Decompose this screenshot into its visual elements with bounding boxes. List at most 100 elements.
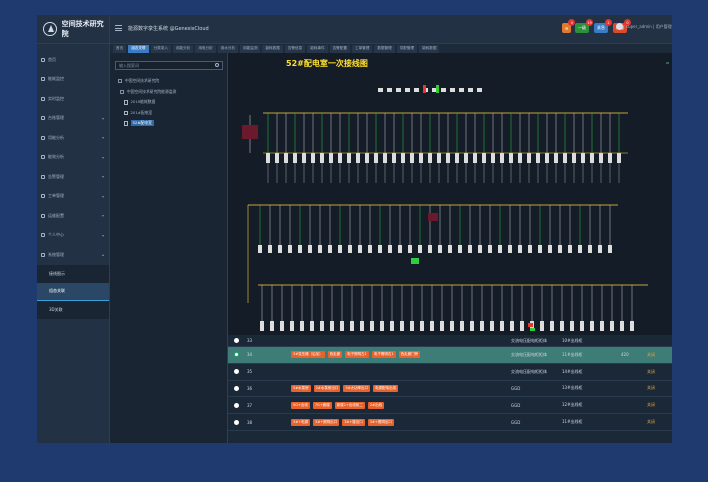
- table-row[interactable]: 37 5G+出线 7G+套楼 新楼1+出线柜二 2#出线 GGD 12#出线柜 关闭: [228, 397, 672, 415]
- device-box: [338, 153, 342, 163]
- sidebar-item-label: 首页: [48, 56, 56, 62]
- device-box: [488, 245, 492, 253]
- tree-node[interactable]: 中国空间技术研究院能源监测: [110, 87, 227, 98]
- row-c4: 关闭: [647, 402, 655, 408]
- sidebar-subitem[interactable]: 接线图示: [37, 264, 109, 283]
- device-box: [401, 153, 405, 163]
- tab-14[interactable]: 能耗数据: [419, 44, 440, 53]
- row-c1: 交流电压配电柜柜体: [511, 351, 547, 357]
- tab-2[interactable]: 分类录入: [150, 44, 171, 53]
- row-radio[interactable]: [234, 402, 239, 408]
- device-box: [473, 153, 477, 163]
- tab-6[interactable]: 用能监测: [240, 44, 261, 53]
- table-row[interactable]: 35 交流电压配电柜柜体 14#出线柜 关闭: [228, 364, 672, 381]
- tree-search-input[interactable]: 输入搜索词: [115, 61, 223, 70]
- table-row[interactable]: 36 5#水泵房 2#水泵房出口 3#大功率出口 电源配电出线 GGD 13#出线柜 关闭: [228, 381, 672, 398]
- table-row[interactable]: 33 交流电压配电柜柜体 10#出线柜: [228, 335, 672, 347]
- user-menu[interactable]: super_admin | 用户管理: [616, 23, 672, 30]
- sidebar-item-icon: [41, 116, 45, 121]
- device-box: [527, 153, 531, 163]
- device-box: [480, 321, 484, 331]
- sidebar-subitem[interactable]: 组态关联: [37, 282, 109, 301]
- sidebar-item-icon: [41, 213, 45, 218]
- sidebar-item-label: 能耗监控: [48, 76, 64, 82]
- row-radio[interactable]: [234, 338, 239, 343]
- row-tags: 3#+电源 3#+照明出口 3#+楼出口 3#+照明出口: [291, 418, 397, 426]
- device-box: [358, 245, 362, 253]
- chevron-down-icon: ▾: [101, 213, 104, 218]
- sidebar-item[interactable]: 台账管理 ▾: [37, 109, 109, 129]
- file-icon: [124, 121, 128, 126]
- row-radio[interactable]: [234, 369, 239, 375]
- sidebar-item[interactable]: 告警管理 ▾: [37, 167, 109, 187]
- row-radio[interactable]: [234, 419, 239, 425]
- tab-12[interactable]: 数据管理: [374, 44, 395, 53]
- tab-1[interactable]: 组态关联: [128, 44, 149, 53]
- row-tag: 新楼1+出线柜二: [334, 401, 365, 409]
- device-box: [608, 153, 612, 163]
- sidebar-item[interactable]: 实时监控: [37, 89, 109, 109]
- sidebar-subitem[interactable]: 3D关联: [37, 300, 109, 319]
- tree-node-label: 中国空间技术研究院能源监测: [127, 88, 177, 94]
- avatar: [616, 23, 623, 30]
- device-box: [548, 245, 552, 253]
- sidebar-item[interactable]: 运维配置 ▾: [37, 206, 109, 226]
- tree-node[interactable]: 201#配电室: [110, 108, 227, 119]
- device-box: [396, 88, 401, 92]
- tree-node[interactable]: 2019能耗数据: [110, 97, 227, 108]
- sidebar-item[interactable]: 系统管理 ▴: [37, 245, 109, 265]
- tab-3[interactable]: 用能分析: [172, 44, 194, 53]
- device-box: [508, 245, 512, 253]
- device-box: [378, 245, 382, 253]
- tab-0[interactable]: 首页: [113, 44, 127, 53]
- row-radio[interactable]: [234, 385, 239, 391]
- alert-badge[interactable]: ✉ 0: [562, 19, 576, 33]
- sidebar-item[interactable]: 能耗监控: [37, 70, 109, 90]
- diagram-title: 52#配电室一次接线图: [286, 59, 368, 68]
- row-radio[interactable]: [234, 352, 239, 358]
- device-box: [588, 245, 592, 253]
- device-box: [518, 153, 522, 163]
- device-box: [320, 153, 324, 163]
- row-tag: 西走廊: [327, 351, 343, 359]
- alert-badge[interactable]: 紧急 2: [594, 19, 612, 33]
- sidebar-nav: 首页能耗监控实时监控 台账管理 ▾ 用能分析 ▾ 能效分析 ▾ 告警管理 ▾ 工单管理 ▾ 运维配置 ▾…: [37, 50, 109, 319]
- menu-toggle-icon[interactable]: [115, 25, 122, 31]
- alert-badge-label: 一级: [578, 25, 586, 30]
- tab-9[interactable]: 能耗事件: [307, 44, 328, 53]
- table-row[interactable]: 34 3#变压器（后加） 西走廊 电子照明左1 电子照明右1 西走廊门旁 交流电压配电柜柜体…: [228, 347, 672, 364]
- tree-node[interactable]: 52#配电室: [110, 118, 227, 129]
- sidebar-item[interactable]: 个人中心 ▾: [37, 226, 109, 246]
- search-icon[interactable]: [215, 63, 219, 67]
- device-box: [242, 125, 258, 139]
- sidebar-item[interactable]: 能效分析 ▾: [37, 148, 109, 168]
- device-box: [610, 321, 614, 331]
- device-box: [392, 153, 396, 163]
- device-box: [617, 153, 621, 163]
- tab-8[interactable]: 告警信息: [284, 44, 306, 53]
- device-box: [599, 153, 603, 163]
- tab-11[interactable]: 工单管理: [351, 44, 373, 53]
- device-box: [536, 153, 540, 163]
- sidebar-item[interactable]: 首页: [37, 50, 109, 70]
- tab-10[interactable]: 告警配置: [329, 44, 350, 53]
- device-box: [284, 153, 288, 163]
- sidebar-item[interactable]: 工单管理 ▾: [37, 187, 109, 207]
- table-row[interactable]: 38 3#+电源 3#+照明出口 3#+楼出口 3#+照明出口 GGD 11#出线柜 关闭: [228, 414, 672, 431]
- chevron-down-icon: ▾: [101, 193, 104, 199]
- sidebar-item[interactable]: 用能分析 ▾: [37, 128, 109, 148]
- sidebar: 空间技术研究院 首页 能耗监控 实时监控 台账管理 ▾ 用能分析 ▾ 能效分析 ▾ 告警管理 ▾ 工单…: [37, 15, 110, 443]
- tab-13[interactable]: 供配管理: [396, 44, 418, 53]
- tree-node[interactable]: 中国空间技术研究院: [110, 76, 227, 87]
- alert-badge[interactable]: 一级 19: [575, 19, 593, 33]
- device-box: [414, 88, 419, 92]
- expand-icon: [120, 89, 124, 94]
- device-box: [450, 88, 455, 92]
- tab-5[interactable]: 用水分析: [217, 44, 239, 53]
- tab-7[interactable]: 能耗数据: [262, 44, 283, 53]
- tree-node-label: 2019能耗数据: [130, 99, 156, 105]
- device-box: [528, 245, 532, 253]
- tab-4[interactable]: 用电分析: [195, 44, 216, 53]
- device-box: [590, 153, 594, 163]
- device-box: [545, 153, 549, 163]
